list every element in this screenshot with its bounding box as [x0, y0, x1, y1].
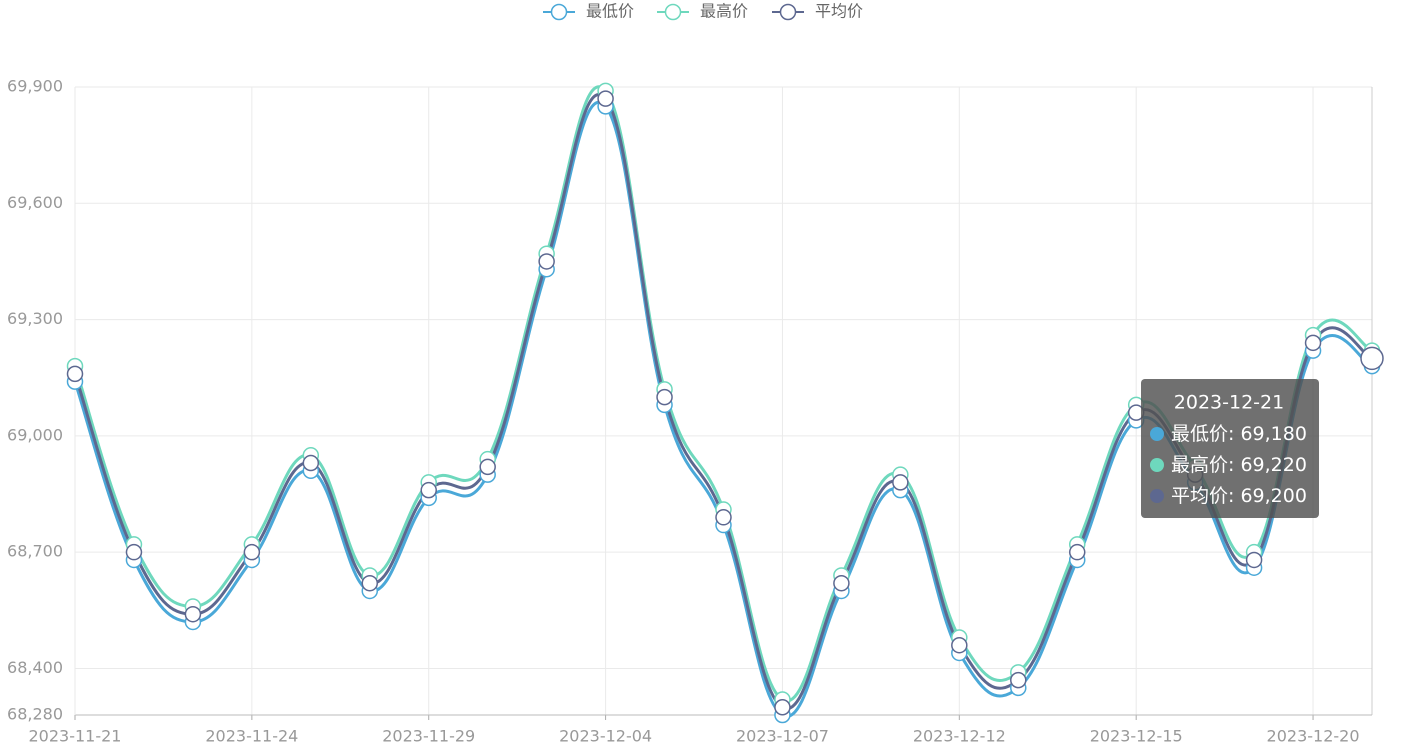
tooltip-value: 69,200 — [1240, 485, 1306, 507]
legend: 最低价 最高价 平均价 — [543, 2, 863, 21]
x-tick-label: 2023-11-21 — [29, 727, 122, 746]
tooltip-value: 69,180 — [1240, 423, 1306, 445]
tooltip-marker — [1150, 458, 1164, 472]
legend-icon[interactable] — [664, 3, 682, 21]
legend-label[interactable]: 最低价 — [586, 2, 634, 21]
x-tick-label: 2023-12-20 — [1267, 727, 1360, 746]
tooltip-separator: : — [1228, 423, 1240, 445]
tooltip-marker — [1150, 489, 1164, 503]
x-tick-label: 2023-12-04 — [559, 727, 652, 746]
data-point[interactable] — [184, 605, 202, 623]
y-tick-label: 68,400 — [7, 658, 63, 677]
legend-label[interactable]: 最高价 — [700, 2, 748, 21]
data-point[interactable] — [656, 388, 673, 406]
y-tick-label: 69,900 — [7, 77, 63, 96]
tooltip-series-name: 平均价 — [1171, 485, 1228, 507]
data-point[interactable] — [125, 543, 143, 561]
x-tick-label: 2023-12-15 — [1090, 727, 1183, 746]
data-point[interactable] — [66, 365, 84, 383]
data-point[interactable] — [243, 543, 261, 561]
y-tick-label: 68,700 — [7, 542, 63, 561]
tooltip-box — [1141, 379, 1319, 518]
tooltip-separator: : — [1228, 485, 1240, 507]
y-tick-label: 69,000 — [7, 425, 63, 444]
x-tick-label: 2023-12-12 — [913, 727, 1006, 746]
tooltip-row: 最高价: 69,220 — [1171, 454, 1307, 476]
x-tick-label: 2023-11-24 — [205, 727, 298, 746]
data-point[interactable] — [361, 574, 379, 592]
tooltip-row: 平均价: 69,200 — [1171, 485, 1307, 507]
data-point[interactable] — [479, 458, 496, 476]
data-point[interactable] — [1010, 671, 1027, 689]
data-point[interactable] — [1304, 334, 1322, 352]
x-tick-label: 2023-11-29 — [382, 727, 475, 746]
tooltip: 2023-12-21 最低价: 69,180 最高价: 69,220 平均价: 69,… — [1141, 379, 1319, 518]
legend-icon[interactable] — [779, 3, 797, 21]
tooltip-series-name: 最高价 — [1171, 454, 1228, 476]
y-tick-label: 69,300 — [7, 309, 63, 328]
tooltip-value: 69,220 — [1240, 454, 1306, 476]
data-point[interactable] — [833, 574, 850, 592]
data-point[interactable] — [715, 509, 732, 526]
data-point[interactable] — [538, 253, 555, 270]
y-tick-label: 68,280 — [7, 705, 63, 724]
data-point[interactable] — [892, 474, 909, 491]
y-tick-label: 69,600 — [7, 193, 63, 212]
x-tick-label: 2023-12-07 — [736, 727, 829, 746]
data-point[interactable] — [1360, 346, 1384, 371]
legend-icon[interactable] — [550, 3, 568, 21]
data-point[interactable] — [1245, 551, 1263, 569]
data-point[interactable] — [302, 454, 320, 472]
data-point[interactable] — [774, 698, 791, 716]
legend-label[interactable]: 平均价 — [815, 2, 863, 21]
data-point[interactable] — [597, 90, 614, 107]
data-point[interactable] — [1068, 543, 1086, 561]
tooltip-title: 2023-12-21 — [1174, 392, 1284, 414]
tooltip-separator: : — [1228, 454, 1240, 476]
tooltip-series-name: 最低价 — [1171, 423, 1228, 445]
tooltip-row: 最低价: 69,180 — [1171, 423, 1307, 445]
data-point[interactable] — [951, 636, 968, 654]
data-point[interactable] — [420, 481, 437, 499]
tooltip-marker — [1150, 427, 1164, 441]
